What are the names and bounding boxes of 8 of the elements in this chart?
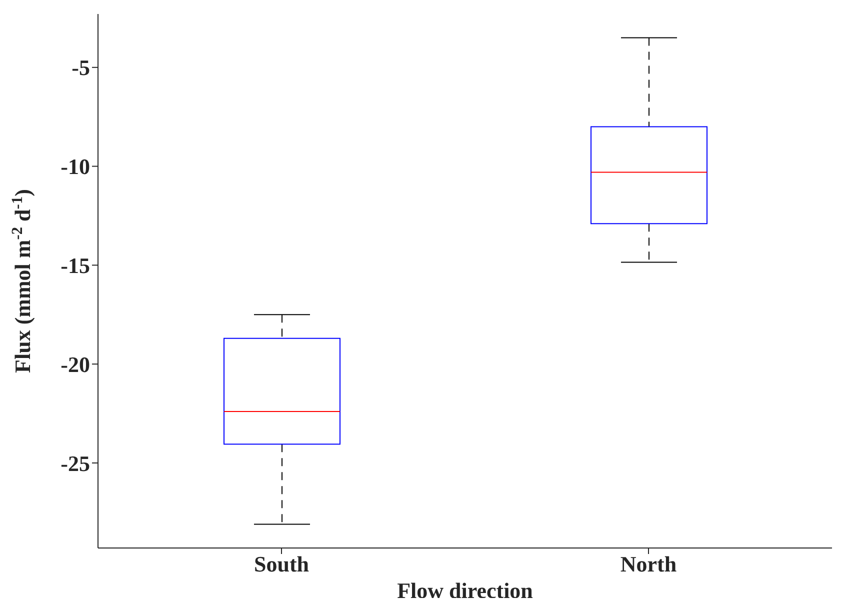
x-axis-title: Flow direction	[397, 578, 533, 603]
y-tick-label: -5	[72, 55, 90, 80]
y-tick-label: -15	[60, 252, 90, 278]
y-tick-label: -25	[60, 450, 90, 476]
x-tick-label: South	[254, 552, 310, 577]
y-tick-label: -10	[60, 154, 90, 180]
y-tick-label: -20	[60, 352, 90, 377]
x-tick-label: North	[620, 552, 677, 577]
